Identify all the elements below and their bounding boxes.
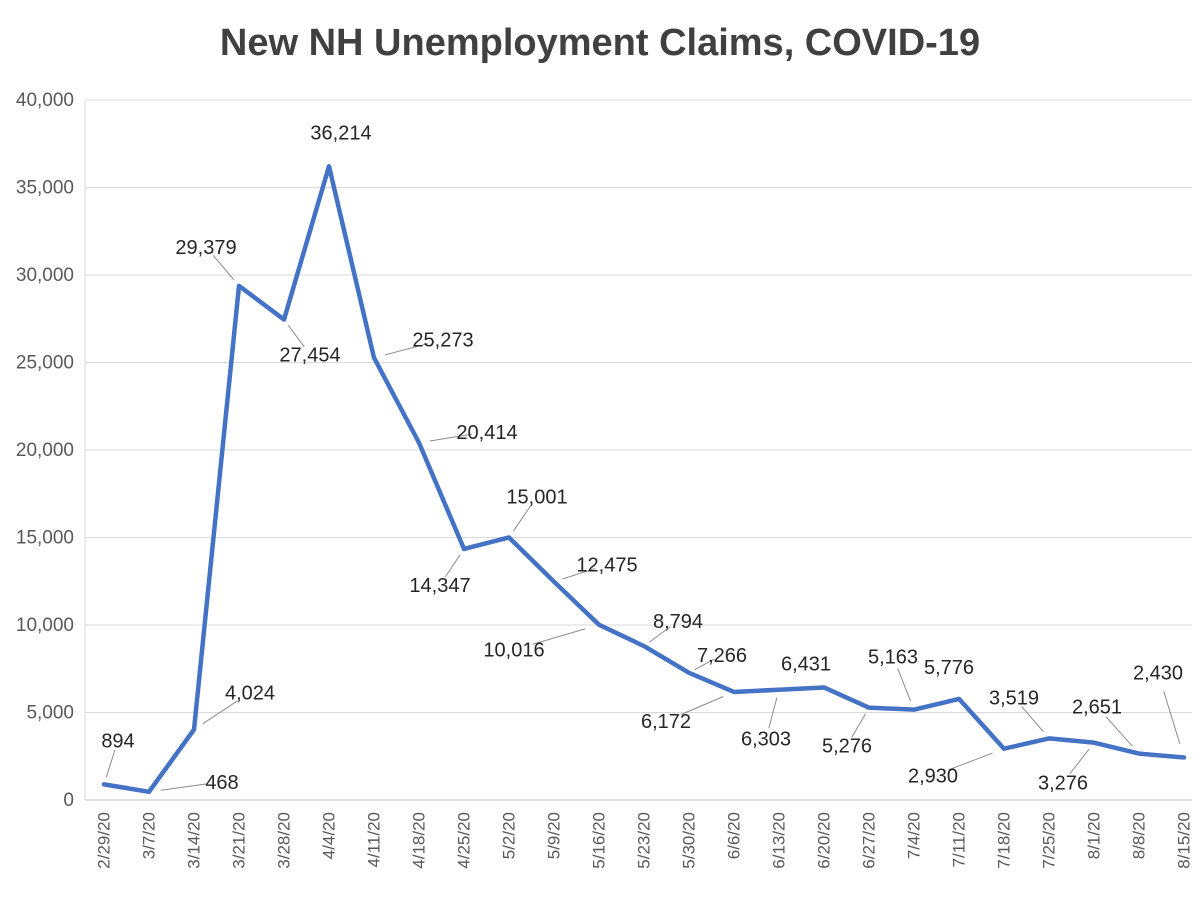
- x-axis-label: 7/4/20: [905, 812, 924, 859]
- x-axis-label: 6/13/20: [770, 812, 789, 869]
- leader-line: [768, 697, 778, 729]
- data-point-label: 6,172: [641, 711, 691, 733]
- x-axis-label: 5/2/20: [500, 812, 519, 859]
- data-point-label: 12,475: [576, 555, 637, 577]
- data-point-label: 4,024: [225, 683, 275, 705]
- leader-line: [694, 658, 715, 671]
- leader-line: [649, 626, 671, 643]
- series-line: [101, 164, 1187, 795]
- chart-title: New NH Unemployment Claims, COVID-19: [219, 22, 981, 64]
- y-axis-label: 10,000: [16, 615, 74, 636]
- x-axis-label: 4/11/20: [365, 812, 384, 867]
- data-point-label: 15,001: [506, 486, 567, 508]
- leader-line: [384, 343, 428, 356]
- leader-line: [1021, 706, 1044, 733]
- y-axis-label: 5,000: [26, 703, 74, 724]
- data-point-label: 2,651: [1072, 697, 1122, 719]
- data-point-label: 5,776: [924, 657, 974, 679]
- data-point-label: 5,276: [822, 736, 872, 758]
- data-point-label: 2,930: [908, 766, 958, 788]
- leader-line: [287, 324, 305, 348]
- x-axis-label: 6/6/20: [725, 812, 744, 859]
- leader-line: [1163, 691, 1181, 745]
- data-point-label: 14,347: [409, 575, 470, 597]
- leader-line: [429, 433, 473, 442]
- leader-line: [680, 696, 724, 716]
- x-axis-label: 7/11/20: [950, 812, 969, 867]
- data-point-label: 8,794: [653, 611, 703, 633]
- leader-line: [851, 713, 866, 738]
- x-axis-label: 2/29/20: [95, 812, 114, 869]
- x-axis-label: 8/8/20: [1130, 812, 1149, 859]
- data-point-label: 6,431: [781, 653, 831, 675]
- data-point-label: 20,414: [456, 422, 517, 444]
- data-point-label: 36,214: [310, 122, 371, 144]
- x-axis-label: 5/30/20: [680, 812, 699, 869]
- leader-line: [562, 567, 596, 580]
- x-axis-label: 6/27/20: [860, 812, 879, 869]
- data-point-label: 3,276: [1038, 773, 1088, 795]
- x-axis-label: 4/18/20: [410, 812, 429, 869]
- data-point-label: 2,430: [1133, 662, 1183, 684]
- leader-line: [532, 628, 586, 645]
- leader-line: [105, 749, 116, 778]
- leader-line: [1105, 716, 1133, 747]
- x-axis-label: 4/25/20: [455, 812, 474, 869]
- x-axis-label: 3/7/20: [140, 812, 159, 859]
- y-axis-label: 25,000: [16, 353, 74, 374]
- leader-line: [444, 554, 461, 578]
- x-axis-label: 5/16/20: [590, 812, 609, 869]
- x-axis-label: 3/28/20: [275, 812, 294, 869]
- x-axis-label: 6/20/20: [815, 812, 834, 869]
- y-axis-label: 35,000: [16, 178, 74, 199]
- leader-line: [202, 700, 238, 725]
- data-point-label: 25,273: [412, 330, 473, 352]
- data-point-label: 5,163: [868, 647, 918, 669]
- leader-line: [897, 668, 912, 702]
- x-axis-label: 3/21/20: [230, 812, 249, 869]
- data-point-label: 3,519: [989, 687, 1039, 709]
- x-axis-label: 4/4/20: [320, 812, 339, 859]
- data-point-label: 894: [101, 730, 134, 752]
- data-point-label: 29,379: [175, 237, 236, 259]
- leader-line: [513, 505, 532, 532]
- data-point-label: 7,266: [697, 645, 747, 667]
- y-axis-label: 30,000: [16, 265, 74, 286]
- y-axis-label: 15,000: [16, 528, 74, 549]
- x-axis-label: 5/23/20: [635, 812, 654, 869]
- x-axis-label: 8/1/20: [1085, 812, 1104, 859]
- leader-line: [212, 255, 235, 280]
- x-axis-label: 7/18/20: [995, 812, 1014, 869]
- data-point-label: 10,016: [483, 640, 544, 662]
- y-axis-label: 0: [63, 790, 74, 811]
- leader-line: [160, 783, 207, 791]
- x-axis-label: 5/9/20: [545, 812, 564, 859]
- data-point-label: 27,454: [279, 345, 340, 367]
- leader-line: [948, 752, 993, 771]
- x-axis-label: 8/15/20: [1175, 812, 1194, 869]
- data-point-label: 6,303: [741, 729, 791, 751]
- x-axis-label: 3/14/20: [185, 812, 204, 869]
- y-axis-label: 40,000: [16, 90, 74, 111]
- y-axis-label: 20,000: [16, 440, 74, 461]
- leader-line: [1069, 748, 1090, 775]
- x-axis-label: 7/25/20: [1040, 812, 1059, 869]
- data-point-label: 468: [205, 772, 238, 794]
